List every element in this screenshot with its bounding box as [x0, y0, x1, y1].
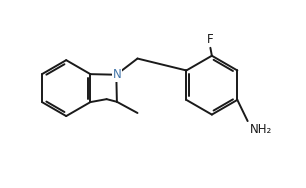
Text: N: N — [113, 68, 121, 81]
Text: F: F — [207, 33, 214, 46]
Text: NH₂: NH₂ — [250, 123, 272, 136]
Text: N: N — [113, 68, 121, 81]
